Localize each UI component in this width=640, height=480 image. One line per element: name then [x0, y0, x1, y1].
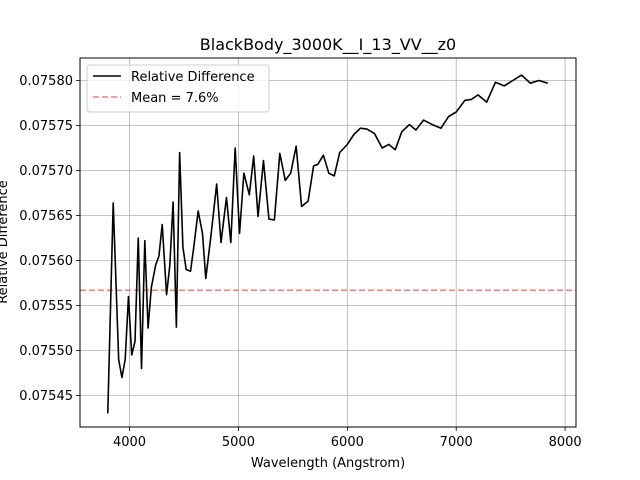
- y-tick-label: 0.07550: [19, 344, 73, 359]
- ticks-layer: 4000 5000 6000 7000 8000 0.07545 0.07550 0.0755…: [19, 74, 581, 450]
- plot-frame: [79, 57, 577, 428]
- legend-label-series: Relative Difference: [131, 70, 255, 85]
- y-tick-label: 0.07570: [19, 164, 73, 179]
- y-tick-label: 0.07560: [19, 254, 73, 269]
- y-axis-label: Relative Difference: [0, 180, 11, 304]
- x-axis-label: Wavelength (Angstrom): [251, 456, 405, 471]
- y-tick-label: 0.07545: [19, 389, 73, 404]
- x-tick-label: 5000: [222, 435, 255, 450]
- series-layer: [106, 74, 548, 414]
- y-tick-label: 0.07565: [19, 209, 73, 224]
- x-tick-label: 6000: [331, 435, 364, 450]
- chart-title: BlackBody_3000K__I_13_VV__z0: [200, 35, 456, 55]
- x-tick-label: 8000: [549, 435, 582, 450]
- legend-label-mean: Mean = 7.6%: [131, 91, 219, 106]
- legend-box: [86, 64, 270, 113]
- y-tick-label: 0.07580: [19, 74, 73, 89]
- x-tick-label: 7000: [440, 435, 473, 450]
- y-tick-label: 0.07575: [19, 119, 73, 134]
- series-line-relative-difference: [106, 74, 548, 414]
- x-tick-label: 4000: [113, 435, 146, 450]
- legend: Relative Difference Mean = 7.6%: [86, 64, 270, 113]
- y-tick-label: 0.07555: [19, 299, 73, 314]
